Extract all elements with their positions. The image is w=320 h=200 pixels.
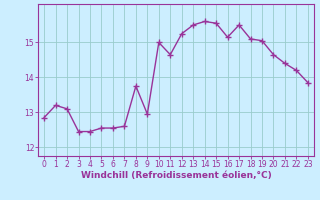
X-axis label: Windchill (Refroidissement éolien,°C): Windchill (Refroidissement éolien,°C): [81, 171, 271, 180]
